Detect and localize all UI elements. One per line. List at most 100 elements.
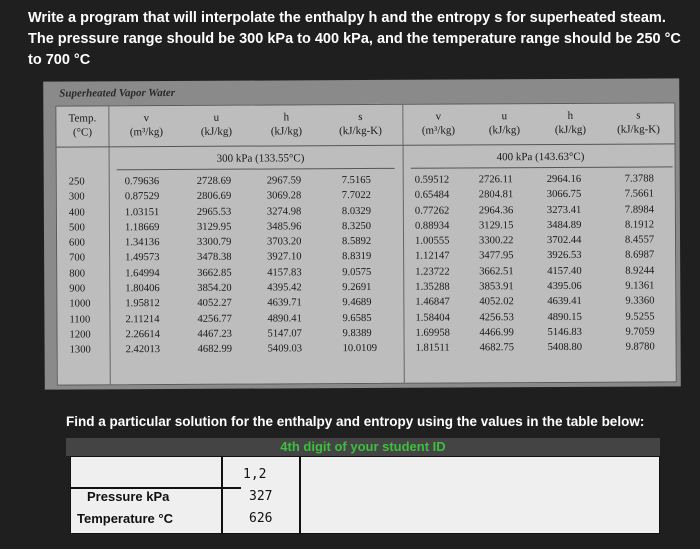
table-cell: 3927.10 xyxy=(267,251,302,263)
table-cell: 3926.53 xyxy=(547,250,582,262)
header-s-unit-400: (kJ/kg-K) xyxy=(617,123,660,136)
table-cell: 8.1912 xyxy=(624,219,655,231)
header-u-300: u xyxy=(213,111,220,124)
s-300-column: 7.5165 7.7022 8.0329 8.3250 8.5892 8.8319 9.05… xyxy=(342,173,377,357)
table-cell: 10.0109 xyxy=(342,343,378,355)
header-h-unit-300: (kJ/kg) xyxy=(270,125,303,138)
table-cell: 3477.95 xyxy=(479,250,514,262)
table-cell: 1.18669 xyxy=(124,221,160,234)
table-cell: 1100 xyxy=(69,314,91,326)
table-cell: 0.87529 xyxy=(124,191,160,203)
table-cell: 1.35288 xyxy=(415,281,450,293)
table-cell: 8.6987 xyxy=(625,249,655,262)
table-cell: 1.81511 xyxy=(415,342,450,354)
table-cell: 4639.41 xyxy=(547,296,582,308)
header-temp-unit: (°C) xyxy=(72,126,93,139)
table-cell: 5147.07 xyxy=(267,328,302,340)
temp-column: 250 300 400 500 600 700 800 900 1000 1100 1200 1300 xyxy=(69,174,91,358)
table-cell: 3702.44 xyxy=(547,235,582,247)
table-cell: 4467.23 xyxy=(197,328,232,340)
header-h-unit-400: (kJ/kg) xyxy=(554,123,587,136)
table-cell: 3273.41 xyxy=(546,204,582,216)
table-cell: 1.64994 xyxy=(125,267,160,280)
table-cell: 3703.20 xyxy=(267,236,302,248)
table-cell: 900 xyxy=(69,283,86,295)
table-cell: 9.3360 xyxy=(625,295,655,307)
table-cell: 4157.40 xyxy=(547,265,582,277)
table-caption: Superheated Vapor Water xyxy=(59,86,176,100)
table-cell: 2726.11 xyxy=(478,174,513,186)
table-cell: 4256.53 xyxy=(479,311,514,324)
table-cell: 4466.99 xyxy=(479,327,514,339)
table-cell: 3066.75 xyxy=(546,189,582,201)
table-cell: 4682.99 xyxy=(197,343,233,356)
h-300-column: 2967.59 3069.28 3274.98 3485.96 3703.20 3927.… xyxy=(267,173,302,357)
header-u-unit-400: (kJ/kg) xyxy=(488,124,521,137)
table-cell: 7.8984 xyxy=(624,204,655,216)
header-u-400: u xyxy=(501,110,508,123)
table-cell: 2965.53 xyxy=(196,206,232,218)
table-cell: 1.46847 xyxy=(415,296,450,309)
table-cell: 3129.95 xyxy=(196,221,232,233)
table-cell: 3853.91 xyxy=(479,281,514,293)
table-cell: 3854.20 xyxy=(197,282,232,294)
table-cell: 4890.15 xyxy=(547,311,582,323)
table-cell: 3300.22 xyxy=(479,235,514,247)
table-cell: 250 xyxy=(68,176,85,188)
header-v-unit-300: (m³/kg) xyxy=(129,126,164,139)
table-cell: 9.5255 xyxy=(625,311,655,323)
question-text: Write a program that will interpolate th… xyxy=(28,8,688,71)
given-values-body: 1,2 Pressure kPa 327 Temperature °C 626 xyxy=(70,456,660,534)
table-cell: 8.9244 xyxy=(625,265,655,277)
table-cell: 7.7022 xyxy=(341,190,371,202)
table-cell: 1.80406 xyxy=(125,283,160,295)
student-id-header: 4th digit of your student ID xyxy=(66,438,660,456)
header-s-400: s xyxy=(636,109,641,122)
table-cell: 8.5892 xyxy=(342,236,372,248)
table-cell: 8.4557 xyxy=(625,234,655,246)
table-cell: 8.8319 xyxy=(342,251,372,263)
header-h-400: h xyxy=(567,109,574,122)
steam-table: Temp. (°C) v (m³/kg) u (kJ/kg) h (kJ/kg)… xyxy=(55,102,677,386)
table-cell: 2.11214 xyxy=(125,313,160,325)
table-cell: 600 xyxy=(69,237,85,249)
table-cell: 4157.83 xyxy=(267,267,302,279)
table-cell: 3069.28 xyxy=(266,190,302,202)
temp-column-divider xyxy=(108,106,111,385)
header-divider xyxy=(56,143,675,148)
find-instruction: Find a particular solution for the entha… xyxy=(66,414,645,429)
table-cell: 9.8389 xyxy=(342,327,372,340)
header-v-300: v xyxy=(143,112,150,125)
question-line-2: The pressure range should be 300 kPa to … xyxy=(28,31,681,47)
table-cell: 9.4689 xyxy=(342,297,372,309)
table-cell: 5146.83 xyxy=(547,326,582,338)
pressure-value: 327 xyxy=(249,489,273,504)
table-cell: 0.77262 xyxy=(414,205,450,217)
table-cell: 1.00555 xyxy=(415,235,450,247)
table-cell: 3662.85 xyxy=(197,267,232,279)
pressure-400-underline xyxy=(410,166,673,169)
table-cell: 5408.80 xyxy=(547,342,583,354)
question-line-3: to 700 °C xyxy=(28,52,91,68)
pressure-300-underline xyxy=(116,167,395,171)
u-400-column: 2726.11 2804.81 2964.36 3129.15 3300.22 3477.… xyxy=(479,172,514,356)
table-cell: 2.42013 xyxy=(125,344,161,356)
table-cell: 3662.51 xyxy=(479,265,514,278)
table-cell: 2.26614 xyxy=(125,329,160,341)
table-cell: 4395.42 xyxy=(267,282,302,294)
table-cell: 4052.02 xyxy=(479,296,514,308)
table-cell: 4682.75 xyxy=(479,342,515,354)
table-cell: 1.23722 xyxy=(415,266,450,278)
col-divider-1 xyxy=(221,457,223,533)
table-cell: 0.79636 xyxy=(124,176,160,188)
table-cell: 2804.81 xyxy=(478,189,514,201)
table-cell: 3484.89 xyxy=(546,219,582,231)
table-cell: 3274.98 xyxy=(266,205,302,218)
table-cell: 9.6585 xyxy=(342,312,372,324)
table-cell: 7.5661 xyxy=(624,188,654,200)
temperature-value: 626 xyxy=(249,511,273,526)
header-s-unit-300: (kJ/kg-K) xyxy=(339,124,382,138)
table-cell: 9.2691 xyxy=(342,282,372,294)
table-cell: 1.49573 xyxy=(125,252,160,264)
table-cell: 9.0575 xyxy=(342,266,372,278)
